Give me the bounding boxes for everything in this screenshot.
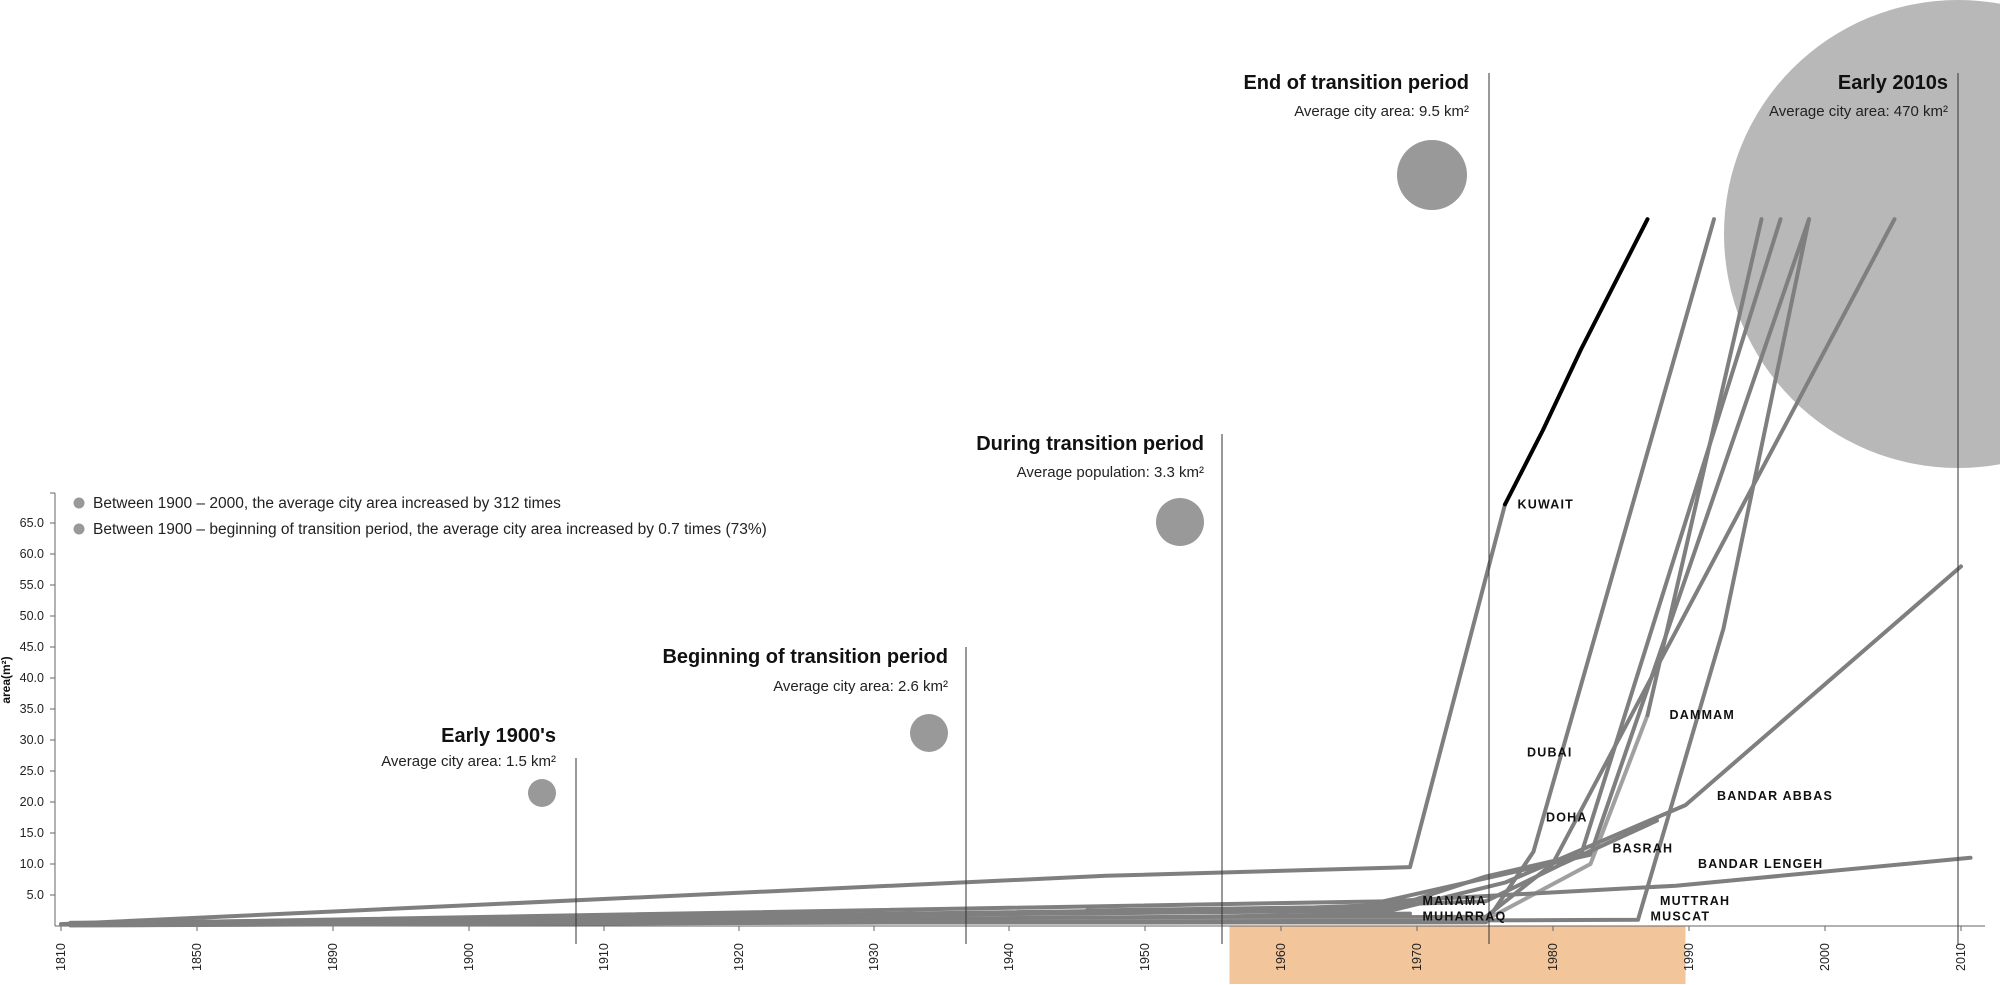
- period-circle-1: [528, 779, 556, 807]
- y-tick-label: 20.0: [20, 795, 44, 809]
- city-label: MUHARRAQ: [1423, 910, 1507, 924]
- transition-band-layer: [1229, 926, 1686, 984]
- y-tick-label: 55.0: [20, 578, 44, 592]
- x-tick-label: 1940: [1002, 943, 1016, 971]
- period-subtitle: Average city area: 9.5 km²: [1294, 103, 1469, 120]
- series-line-manama: [68, 217, 1783, 927]
- y-axis-label: area(m²): [0, 656, 13, 703]
- city-label: DOHA: [1546, 811, 1588, 825]
- legend-marker: [73, 523, 85, 535]
- city-label: DUBAI: [1527, 745, 1573, 759]
- legend-marker: [73, 497, 85, 509]
- city-label: BANDAR ABBAS: [1717, 789, 1833, 803]
- average-area-circles: [528, 0, 2000, 807]
- x-tick-label: 1980: [1546, 943, 1560, 971]
- series-line-bandar-abbas: [68, 564, 1963, 925]
- transition-period-band: [1229, 926, 1686, 984]
- series-line-doha: [68, 217, 1897, 927]
- period-circle-4: [1397, 140, 1467, 210]
- x-tick-label: 1910: [597, 943, 611, 971]
- y-tick-label: 65.0: [20, 516, 44, 530]
- chart-text: 5.0 10.0 15.0 20.0 25.0 30.0 35.0 40.0 45.0 50.0 5…: [0, 72, 1968, 971]
- period-title: End of transition period: [1243, 72, 1469, 94]
- y-tick-label: 60.0: [20, 547, 44, 561]
- y-tick-label: 35.0: [20, 702, 44, 716]
- x-tick-label: 2000: [1818, 943, 1832, 971]
- city-label: BASRAH: [1613, 842, 1674, 856]
- city-label: MUSCAT: [1651, 910, 1711, 924]
- period-title: Early 2010s: [1838, 72, 1948, 94]
- city-label: MUTTRAH: [1660, 894, 1730, 908]
- y-tick-label: 25.0: [20, 764, 44, 778]
- period-subtitle: Average population: 3.3 km²: [1017, 464, 1204, 481]
- x-tick-label: 1930: [867, 943, 881, 971]
- y-tick-label: 50.0: [20, 609, 44, 623]
- period-circle-3: [1156, 498, 1204, 546]
- x-tick-label: 1900: [462, 943, 476, 971]
- series-line-dubai: [68, 217, 1716, 925]
- city-label: DAMMAM: [1670, 708, 1736, 722]
- x-tick-label: 2010: [1954, 943, 1968, 971]
- city-label: BANDAR LENGEH: [1698, 857, 1823, 871]
- city-label: KUWAIT: [1518, 497, 1575, 511]
- x-tick-label: 1890: [326, 943, 340, 971]
- legend-label: Between 1900 – beginning of transition p…: [93, 521, 767, 538]
- period-subtitle: Average city area: 470 km²: [1769, 103, 1948, 120]
- period-circle-5: [1724, 0, 2000, 468]
- y-tick-label: 15.0: [20, 826, 44, 840]
- series-lines: [59, 217, 1973, 928]
- period-circle-2: [910, 714, 948, 752]
- y-tick-label: 5.0: [27, 888, 44, 902]
- city-label: MANAMA: [1423, 894, 1487, 908]
- x-tick-label: 1990: [1682, 943, 1696, 971]
- y-tick-label: 10.0: [20, 857, 44, 871]
- x-tick-label: 1960: [1274, 943, 1288, 971]
- series-line-muttrah: [1085, 818, 1659, 913]
- legend-label: Between 1900 – 2000, the average city ar…: [93, 495, 561, 512]
- x-tick-label: 1920: [732, 943, 746, 971]
- series-line-bandar-lengeh: [68, 855, 1973, 927]
- x-tick-label: 1950: [1138, 943, 1152, 971]
- period-title: Beginning of transition period: [662, 646, 948, 668]
- x-tick-label: 1970: [1410, 943, 1424, 971]
- x-tick-label: 1850: [190, 943, 204, 971]
- y-tick-label: 30.0: [20, 733, 44, 747]
- y-tick-label: 40.0: [20, 671, 44, 685]
- period-subtitle: Average city area: 1.5 km²: [381, 753, 556, 770]
- period-lines: [575, 73, 1959, 944]
- series-line-kuwait: [59, 502, 1507, 927]
- series-line-kuwait-highlighted-: [1503, 217, 1650, 507]
- y-tick-label: 45.0: [20, 640, 44, 654]
- series-line-muscat: [68, 217, 1811, 928]
- x-tick-label: 1810: [54, 943, 68, 971]
- period-subtitle: Average city area: 2.6 km²: [773, 678, 948, 695]
- period-title: Early 1900's: [441, 725, 556, 747]
- period-title: During transition period: [976, 433, 1204, 455]
